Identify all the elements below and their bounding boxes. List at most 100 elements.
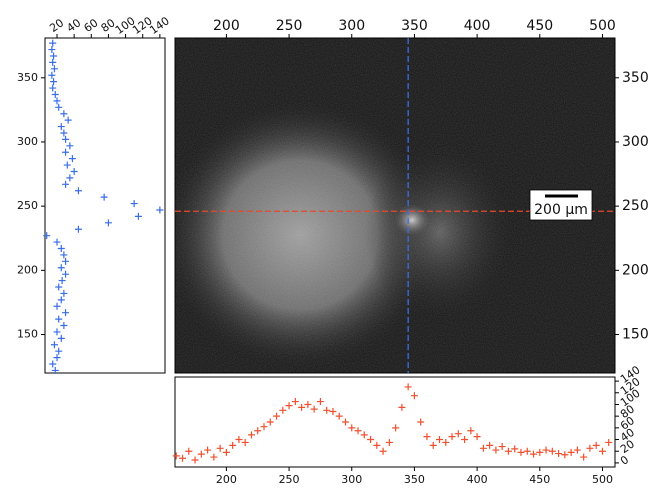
scale-bar-label: 200 µm bbox=[534, 202, 588, 218]
marker bbox=[191, 456, 199, 464]
marker bbox=[51, 90, 59, 98]
marker bbox=[49, 360, 57, 368]
y-tick-label: 350 bbox=[17, 71, 38, 84]
marker bbox=[605, 438, 613, 446]
marker bbox=[156, 206, 164, 214]
marker bbox=[329, 407, 337, 415]
marker bbox=[60, 289, 68, 297]
marker bbox=[60, 251, 68, 259]
marker bbox=[555, 450, 563, 458]
x-tick-label: 400 bbox=[467, 473, 488, 486]
marker bbox=[210, 453, 218, 461]
marker bbox=[70, 167, 78, 175]
marker bbox=[241, 438, 249, 446]
x-tick-label: 500 bbox=[592, 473, 613, 486]
marker bbox=[62, 135, 70, 143]
marker bbox=[504, 447, 512, 455]
marker bbox=[55, 315, 63, 323]
y-tick-label: 200 bbox=[17, 263, 38, 276]
marker bbox=[60, 110, 68, 118]
marker bbox=[216, 444, 224, 452]
marker bbox=[55, 103, 63, 111]
marker bbox=[348, 424, 356, 432]
marker bbox=[442, 438, 450, 446]
marker bbox=[53, 97, 61, 105]
marker bbox=[448, 433, 456, 441]
x-tick-label: 300 bbox=[341, 473, 362, 486]
marker bbox=[50, 341, 58, 349]
marker bbox=[247, 431, 255, 439]
y-tick-label: 150 bbox=[622, 326, 649, 342]
marker bbox=[291, 398, 299, 406]
marker bbox=[454, 430, 462, 438]
marker bbox=[285, 402, 293, 410]
y-tick-label: 300 bbox=[622, 134, 649, 150]
marker bbox=[57, 296, 65, 304]
marker bbox=[104, 219, 112, 227]
marker bbox=[179, 454, 187, 462]
marker bbox=[304, 400, 312, 408]
x-tick-label: 350 bbox=[401, 18, 428, 34]
marker bbox=[53, 328, 61, 336]
marker bbox=[57, 123, 65, 131]
y-tick-label: 250 bbox=[622, 198, 649, 214]
axes-layer: 200 250 300 350 400 450 500 150 200 250 300 350 200 … bbox=[17, 14, 649, 486]
marker bbox=[130, 200, 138, 208]
marker bbox=[57, 244, 65, 252]
marker bbox=[62, 148, 70, 156]
marker bbox=[530, 450, 538, 458]
marker bbox=[235, 436, 243, 444]
marker bbox=[417, 418, 425, 426]
marker bbox=[134, 212, 142, 220]
marker bbox=[53, 238, 61, 246]
marker bbox=[310, 405, 318, 413]
marker bbox=[57, 334, 65, 342]
marker bbox=[298, 403, 306, 411]
marker bbox=[55, 347, 63, 355]
marker bbox=[354, 427, 362, 435]
x-tick-label: 500 bbox=[589, 18, 616, 34]
marker bbox=[204, 446, 212, 454]
x-tick-label: 200 bbox=[213, 18, 240, 34]
y-tick-label: 350 bbox=[622, 70, 649, 86]
marker bbox=[367, 436, 375, 444]
marker bbox=[68, 155, 76, 163]
marker bbox=[511, 445, 519, 453]
marker bbox=[473, 433, 481, 441]
marker bbox=[598, 447, 606, 455]
marker bbox=[172, 452, 180, 460]
x-tick-label: 450 bbox=[529, 473, 550, 486]
marker bbox=[392, 424, 400, 432]
x-tick-label: 400 bbox=[464, 18, 491, 34]
marker bbox=[53, 354, 61, 362]
marker bbox=[197, 450, 205, 458]
marker bbox=[60, 129, 68, 137]
marker bbox=[316, 398, 324, 406]
marker bbox=[586, 444, 594, 452]
marker bbox=[592, 441, 600, 449]
marker bbox=[335, 412, 343, 420]
x-tick-label: 250 bbox=[276, 18, 303, 34]
y-tick-label: 200 bbox=[622, 262, 649, 278]
marker bbox=[58, 277, 66, 285]
marker bbox=[66, 174, 74, 182]
marker bbox=[50, 65, 58, 73]
marker bbox=[542, 446, 550, 454]
scale-bar-box bbox=[529, 189, 593, 221]
marker bbox=[492, 446, 500, 454]
marker bbox=[48, 46, 56, 54]
marker bbox=[66, 142, 74, 150]
marker bbox=[385, 438, 393, 446]
marker bbox=[62, 270, 70, 278]
marker bbox=[404, 383, 412, 391]
marker bbox=[323, 406, 331, 414]
marker bbox=[100, 193, 108, 201]
marker bbox=[48, 71, 56, 79]
marker bbox=[461, 436, 469, 444]
marker bbox=[486, 441, 494, 449]
x-tick-label: 450 bbox=[526, 18, 553, 34]
marker bbox=[74, 187, 82, 195]
x-tick-label: 300 bbox=[338, 18, 365, 34]
marker bbox=[53, 302, 61, 310]
